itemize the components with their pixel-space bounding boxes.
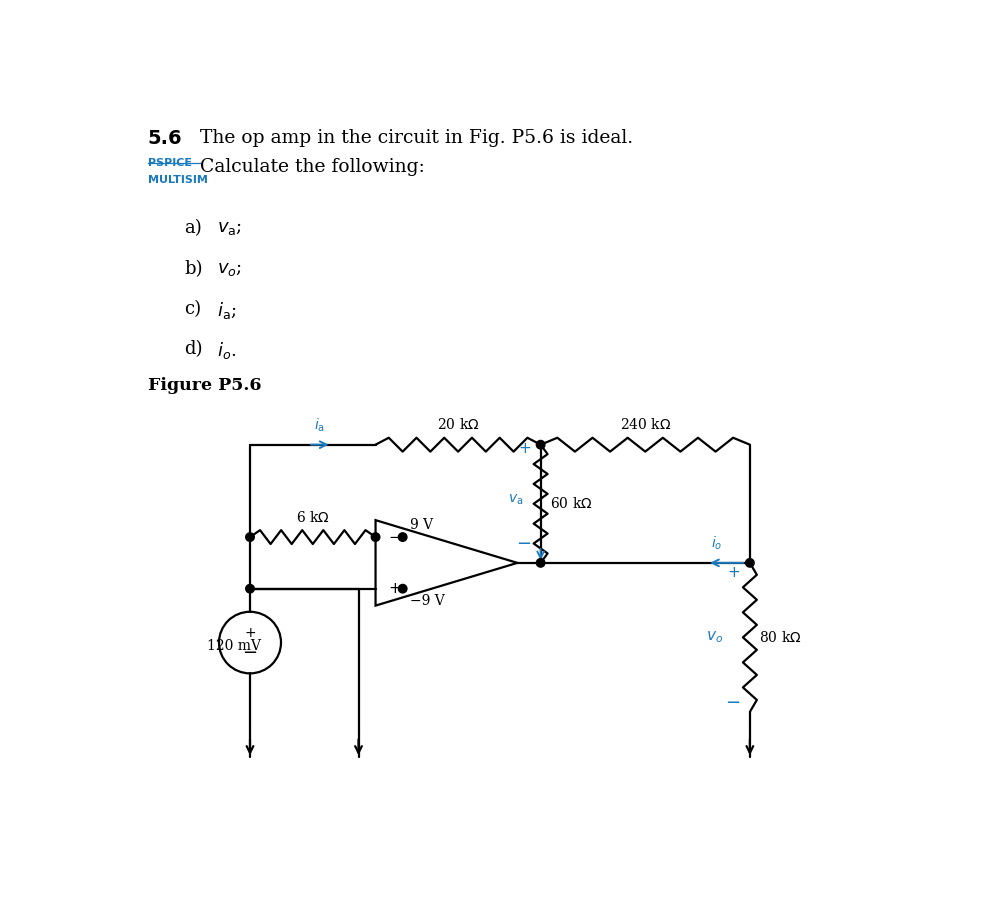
Text: $v_{\rm a}$;: $v_{\rm a}$; [218, 219, 243, 237]
Text: +: + [728, 565, 741, 579]
Text: 6 k$\Omega$: 6 k$\Omega$ [296, 509, 330, 525]
Text: Figure P5.6: Figure P5.6 [148, 377, 261, 394]
Text: The op amp in the circuit in Fig. P5.6 is ideal.: The op amp in the circuit in Fig. P5.6 i… [200, 129, 633, 147]
Text: b): b) [184, 260, 203, 278]
Text: d): d) [184, 340, 203, 358]
Text: PSPICE: PSPICE [148, 158, 192, 168]
Text: −: − [388, 529, 401, 545]
Text: $v_{o}$;: $v_{o}$; [218, 260, 243, 278]
Text: −: − [516, 535, 531, 553]
Text: 240 k$\Omega$: 240 k$\Omega$ [620, 418, 671, 432]
Text: 5.6: 5.6 [148, 129, 182, 148]
Circle shape [398, 533, 407, 541]
Text: $i_{o}$.: $i_{o}$. [218, 340, 237, 361]
Text: +: + [388, 581, 401, 597]
Text: $v_{\rm a}$: $v_{\rm a}$ [508, 493, 523, 508]
Text: 80 k$\Omega$: 80 k$\Omega$ [759, 630, 801, 645]
Text: $i_{\rm a}$: $i_{\rm a}$ [314, 417, 326, 434]
Text: 120 mV: 120 mV [208, 639, 261, 654]
Text: −: − [726, 694, 741, 712]
Text: 20 k$\Omega$: 20 k$\Omega$ [436, 418, 480, 432]
Text: 9 V: 9 V [409, 518, 432, 532]
Text: 60 k$\Omega$: 60 k$\Omega$ [550, 497, 593, 511]
Circle shape [246, 585, 254, 593]
Text: c): c) [184, 300, 202, 318]
Text: $i_{\rm a}$;: $i_{\rm a}$; [218, 300, 237, 321]
Circle shape [536, 440, 545, 449]
Circle shape [246, 533, 254, 541]
Circle shape [371, 533, 380, 541]
Text: $v_{o}$: $v_{o}$ [706, 629, 723, 646]
Text: Calculate the following:: Calculate the following: [200, 158, 424, 176]
Text: $i_{o}$: $i_{o}$ [712, 535, 723, 552]
Circle shape [398, 585, 407, 593]
Text: +: + [244, 626, 256, 639]
Text: +: + [518, 441, 531, 456]
Text: −9 V: −9 V [409, 594, 445, 608]
Text: a): a) [184, 219, 202, 237]
Text: MULTISIM: MULTISIM [148, 175, 208, 185]
Circle shape [536, 558, 545, 568]
Text: −: − [243, 645, 258, 662]
Circle shape [746, 558, 754, 568]
